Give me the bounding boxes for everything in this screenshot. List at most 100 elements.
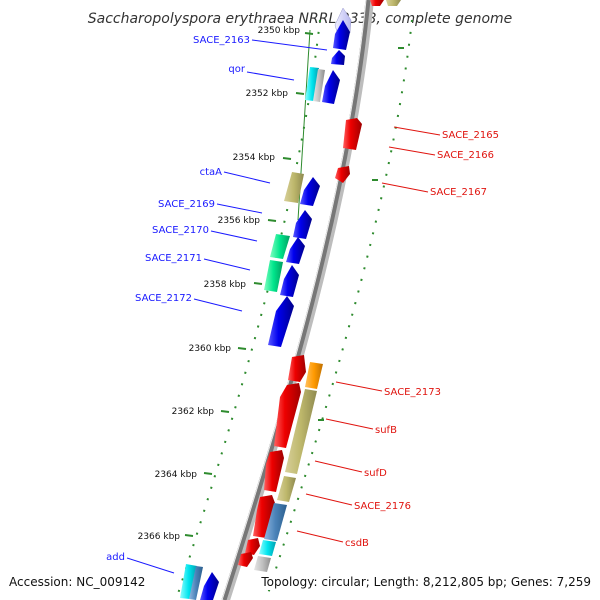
- footer-background-left: [6, 572, 148, 590]
- tick-mark: [282, 157, 292, 160]
- gene-label: SACE_2172: [135, 293, 192, 304]
- tick-mark: [267, 219, 277, 222]
- map-title: Saccharopolyspora erythraea NRRL 2338, c…: [88, 11, 513, 27]
- gene-label: SACE_2173: [384, 387, 441, 398]
- leader-line: [388, 146, 436, 156]
- gene-arrow: [333, 20, 350, 50]
- gene-arrow: [343, 118, 362, 150]
- topology-text: Topology: circular; Length: 8,212,805 bp…: [260, 575, 591, 589]
- gene-label: SACE_2171: [145, 253, 202, 264]
- tick-mark: [220, 410, 230, 413]
- gene-label: SACE_2167: [430, 187, 487, 198]
- tick-label: 2354 kbp: [233, 153, 276, 163]
- reverse-features: [238, 0, 401, 572]
- gene-arrow: [280, 265, 299, 297]
- tick-label: 2362 kbp: [172, 407, 215, 417]
- gene-arrow: [268, 296, 294, 347]
- reverse-leaders: [296, 126, 441, 543]
- gene-arrow: [200, 572, 219, 600]
- outer-guide-right: [265, 19, 413, 600]
- backbone: [221, 0, 374, 600]
- gene-arrow: [264, 450, 284, 492]
- tick-mark: [184, 534, 194, 537]
- gene-arrow: [386, 0, 401, 6]
- gene-arrow: [370, 0, 384, 6]
- gene-label: SACE_2169: [158, 199, 215, 210]
- gene-label: add: [106, 552, 125, 563]
- leader-line: [335, 381, 383, 392]
- tick-label: 2350 kbp: [258, 26, 301, 36]
- tick-mark: [304, 32, 314, 35]
- gene-label: SACE_2170: [152, 225, 209, 236]
- outer-guide-left: [175, 19, 321, 600]
- footer: Accession: NC_009142 Topology: circular;…: [6, 572, 594, 590]
- gene-arrow: [300, 177, 320, 206]
- leader-line: [203, 258, 251, 271]
- gene-arrow: [259, 540, 276, 556]
- leader-line: [210, 230, 258, 242]
- leader-line: [393, 126, 441, 136]
- tick-mark: [237, 347, 247, 350]
- tick-mark: [253, 282, 263, 285]
- gene-label: SACE_2176: [354, 501, 411, 512]
- leader-line: [305, 493, 353, 506]
- leader-line: [296, 530, 344, 543]
- tick-label: 2352 kbp: [246, 89, 289, 99]
- leader-line: [314, 460, 363, 473]
- leader-line: [216, 203, 263, 214]
- tick-mark: [295, 92, 305, 95]
- gene-arrow: [180, 564, 197, 599]
- leader-line: [126, 557, 175, 574]
- tick-label: 2366 kbp: [138, 532, 181, 542]
- tick-mark: [203, 472, 213, 475]
- tick-label: 2358 kbp: [204, 280, 247, 290]
- gene-label: sufB: [375, 425, 397, 436]
- forward-features: [180, 7, 352, 600]
- gene-arrow: [286, 237, 305, 264]
- gene-arrow: [277, 476, 296, 502]
- gene-arrow: [253, 495, 275, 538]
- tick-labels: 2350 kbp 2352 kbp 2354 kbp 2356 kbp 2358…: [138, 26, 301, 542]
- gene-arrow: [264, 503, 287, 541]
- gene-label: sufD: [364, 468, 387, 479]
- tick-label: 2364 kbp: [155, 470, 198, 480]
- forward-gene-labels: SACE_2163 qor ctaA SACE_2169 SACE_2170 S…: [106, 35, 250, 563]
- backbone-highlight: [221, 0, 367, 600]
- accession-text: Accession: NC_009142: [9, 575, 145, 589]
- gene-arrow: [238, 552, 253, 567]
- gene-arrow: [274, 383, 301, 448]
- leader-line: [246, 71, 295, 81]
- major-ticks: [184, 32, 404, 537]
- gene-label: qor: [228, 64, 245, 75]
- gene-arrow: [305, 67, 319, 101]
- gene-label: ctaA: [200, 167, 223, 178]
- gene-arrow: [288, 355, 306, 382]
- tick-label: 2356 kbp: [218, 216, 261, 226]
- gene-arrow: [245, 538, 260, 555]
- gene-arrow: [189, 566, 203, 600]
- gene-label: SACE_2163: [193, 35, 250, 46]
- gene-arrow: [305, 362, 323, 389]
- gene-label: csdB: [345, 538, 369, 549]
- leader-line: [381, 182, 429, 193]
- gene-arrow: [293, 210, 312, 239]
- gene-arrow: [270, 234, 290, 259]
- track-guides: [175, 19, 413, 600]
- gene-arrow: [284, 172, 304, 203]
- gene-arrow: [264, 260, 283, 292]
- gene-arrow: [331, 50, 345, 65]
- leader-line: [325, 418, 374, 430]
- backbone-line: [221, 0, 371, 600]
- footer-background-right: [258, 572, 594, 590]
- gene-arrow: [285, 389, 317, 474]
- gene-arrow: [335, 166, 350, 183]
- leader-line: [223, 171, 271, 184]
- tick-label: 2360 kbp: [189, 344, 232, 354]
- leader-line: [193, 298, 243, 312]
- forward-leaders: [126, 39, 328, 574]
- gene-arrow: [322, 70, 340, 104]
- reverse-gene-labels: SACE_2165 SACE_2166 SACE_2167 SACE_2173 …: [345, 130, 499, 549]
- gene-arrow: [254, 556, 271, 572]
- gene-label: SACE_2165: [442, 130, 499, 141]
